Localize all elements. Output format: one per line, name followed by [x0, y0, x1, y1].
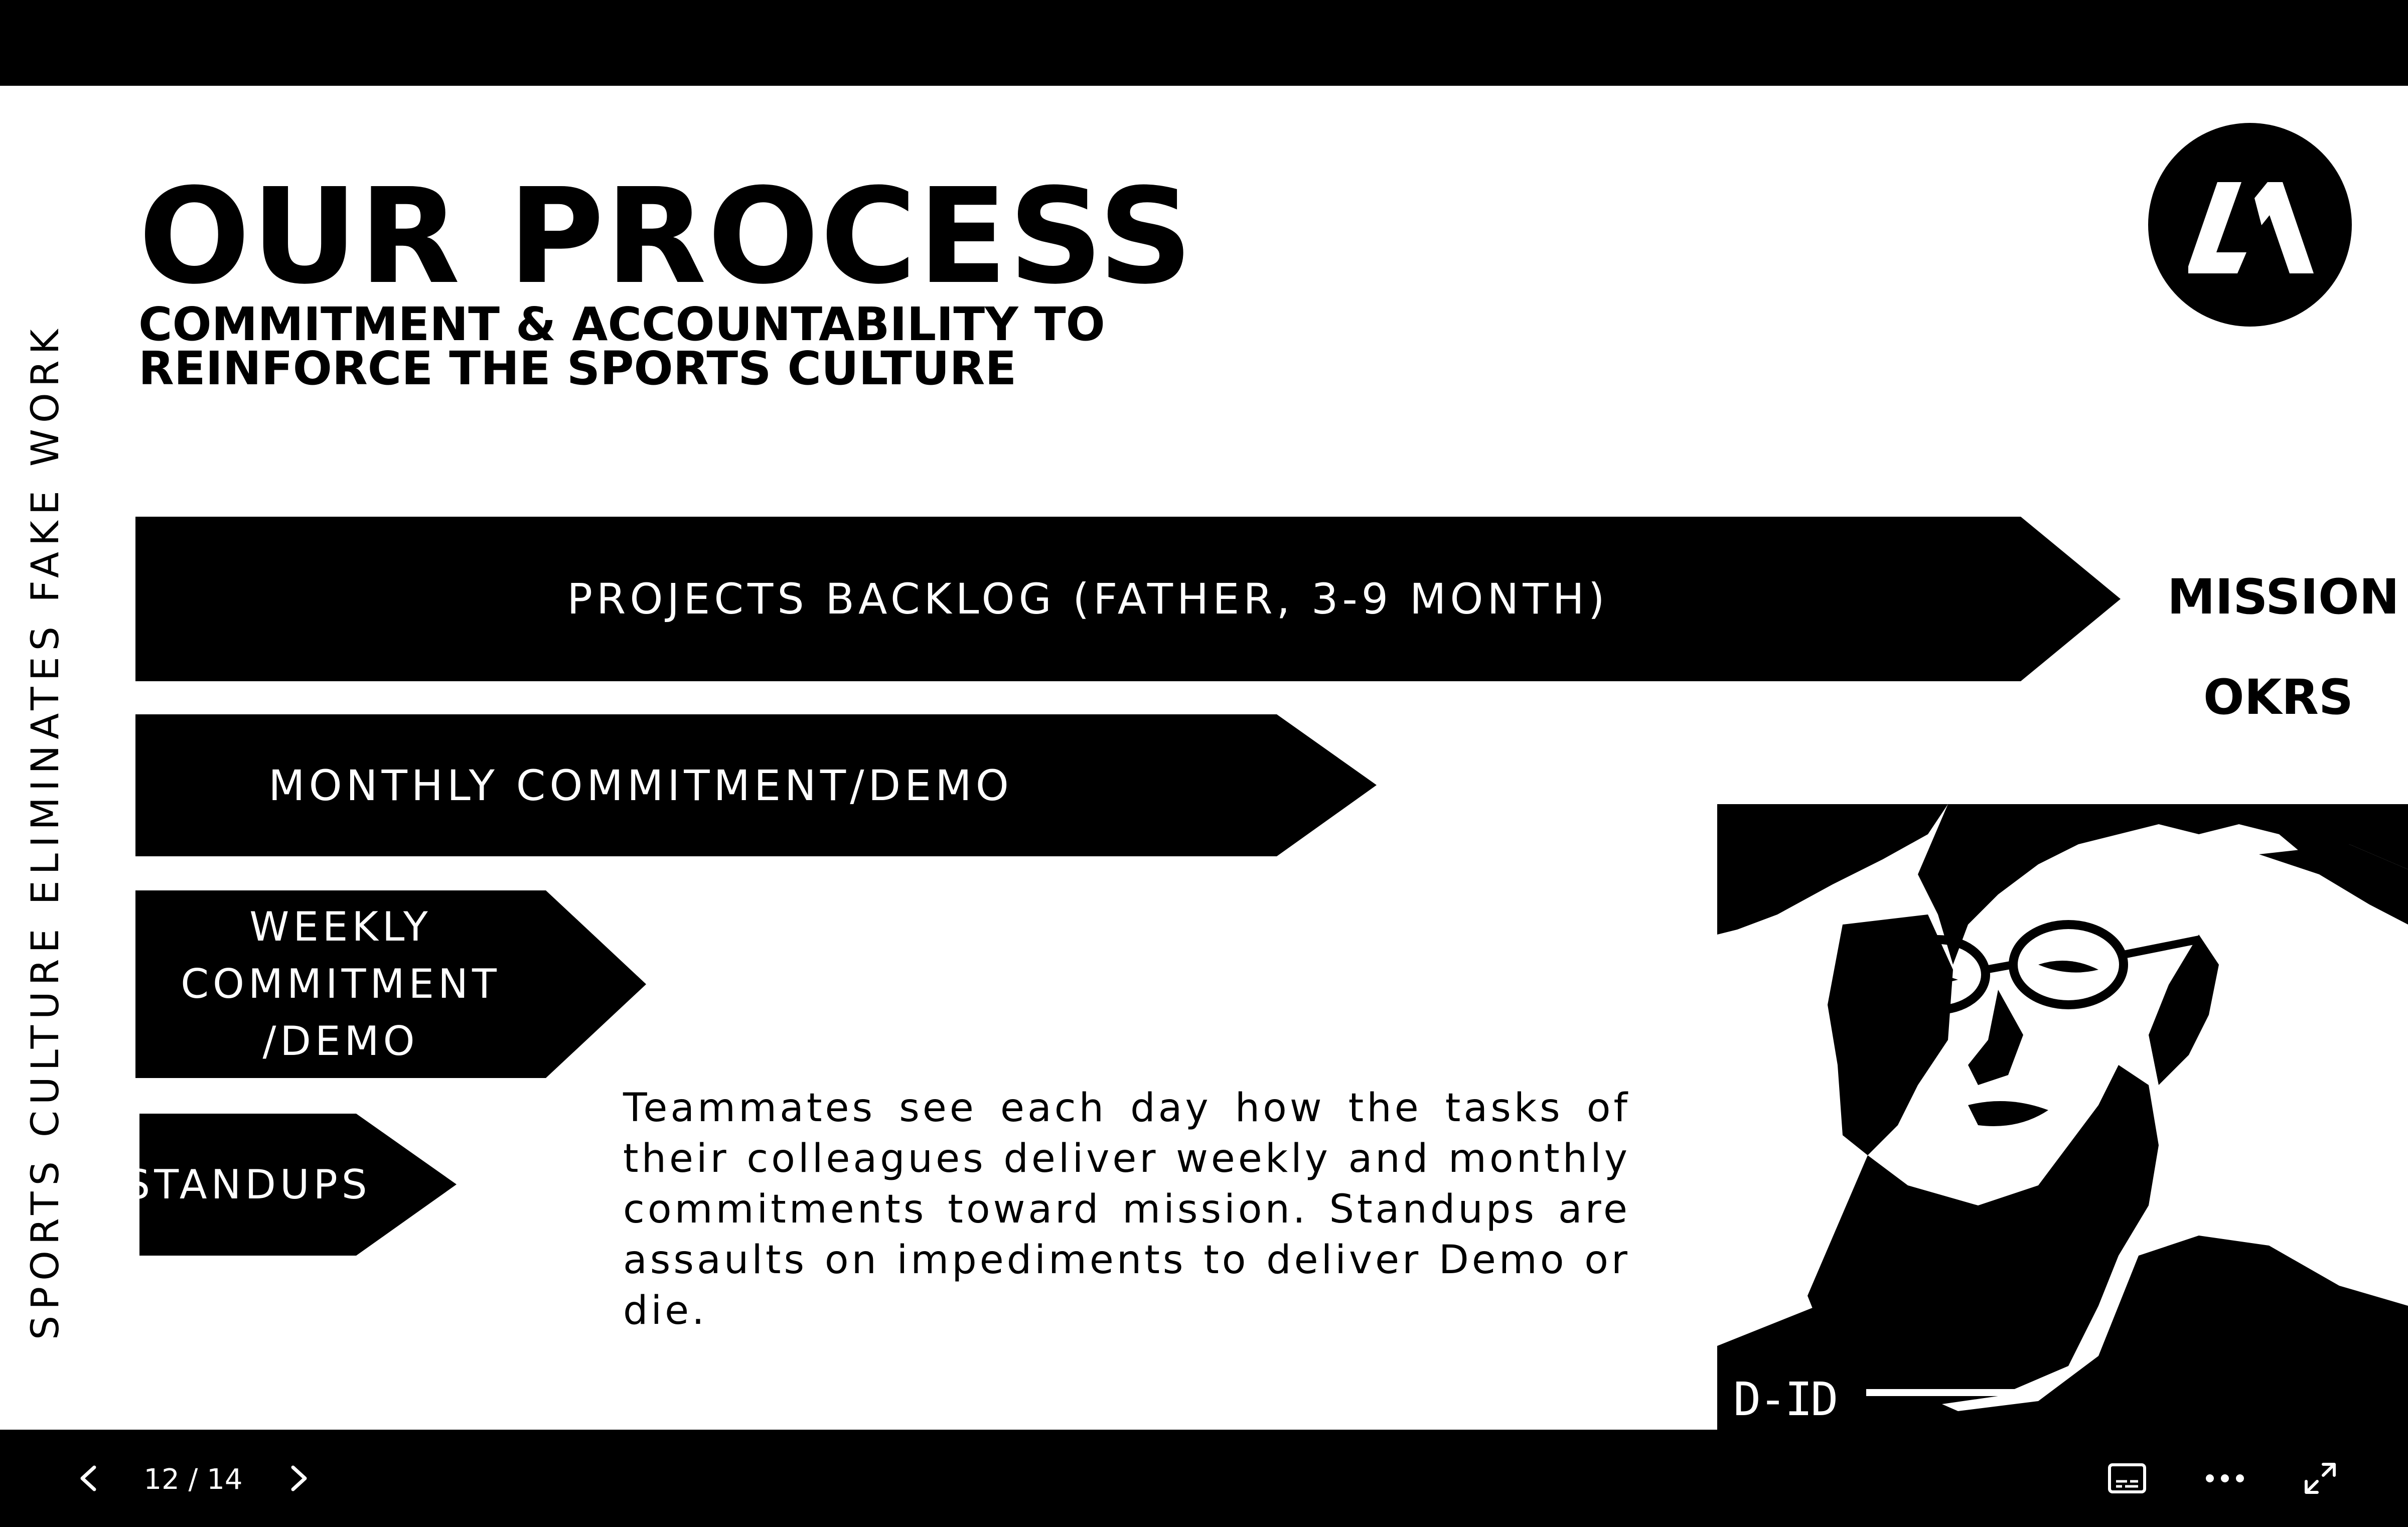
fullscreen-icon — [2305, 1463, 2336, 1494]
arrow-weekly-commitment: WEEKLY COMMITMENT /DEMO — [135, 890, 646, 1078]
slide-title: OUR PROCESS — [138, 160, 1194, 313]
watermark-underline — [1866, 1389, 2027, 1396]
arrow-standups-label: STANDUPS — [124, 1161, 371, 1208]
label-mission: MISSION — [2167, 569, 2399, 625]
fullscreen-button[interactable] — [2295, 1456, 2345, 1501]
subtitle-line-1: COMMITMENT & ACCOUNTABILITY TO — [138, 297, 1105, 351]
captions-button[interactable] — [2102, 1456, 2152, 1501]
arrow-standups: STANDUPS — [139, 1114, 457, 1256]
slide-canvas: OUR PROCESS COMMITMENT & ACCOUNTABILITY … — [0, 86, 2408, 1430]
chevron-right-icon — [291, 1465, 307, 1491]
next-slide-button[interactable] — [277, 1456, 322, 1501]
previous-slide-button[interactable] — [65, 1456, 110, 1501]
arrow-monthly-commitment: MONTHLY COMMITMENT/DEMO — [135, 714, 1377, 856]
arrow-weekly-label: WEEKLY COMMITMENT /DEMO — [181, 903, 501, 1064]
chevron-left-icon — [80, 1465, 96, 1491]
presentation-controls: 12 / 14 — [0, 1430, 2408, 1527]
arrow-monthly-label: MONTHLY COMMITMENT/DEMO — [268, 760, 1013, 810]
page-counter: 12 / 14 — [143, 1463, 243, 1496]
arrow-backlog-label: PROJECTS BACKLOG (FATHER, 3-9 MONTH) — [567, 574, 1609, 624]
arrow-projects-backlog: PROJECTS BACKLOG (FATHER, 3-9 MONTH) — [135, 517, 2121, 681]
slide-subtitle: COMMITMENT & ACCOUNTABILITY TO REINFORCE… — [138, 297, 1142, 395]
captions-icon — [2108, 1463, 2146, 1493]
vertical-tagline: SPORTS CULTURE ELIMINATES FAKE WORK — [23, 323, 67, 1340]
label-okrs: OKRS — [2203, 669, 2354, 725]
brand-logo-icon — [2148, 123, 2352, 327]
subtitle-line-2: REINFORCE THE SPORTS CULTURE — [138, 342, 1017, 395]
photo-watermark: D-ID — [1733, 1372, 1839, 1426]
more-options-icon — [2206, 1474, 2244, 1482]
body-text: Teammates see each day how the tasks of … — [623, 1086, 1630, 1333]
body-paragraph: Teammates see each day how the tasks of … — [623, 1083, 1630, 1336]
presenter-photo — [1717, 804, 2408, 1430]
more-options-button[interactable] — [2200, 1456, 2250, 1501]
